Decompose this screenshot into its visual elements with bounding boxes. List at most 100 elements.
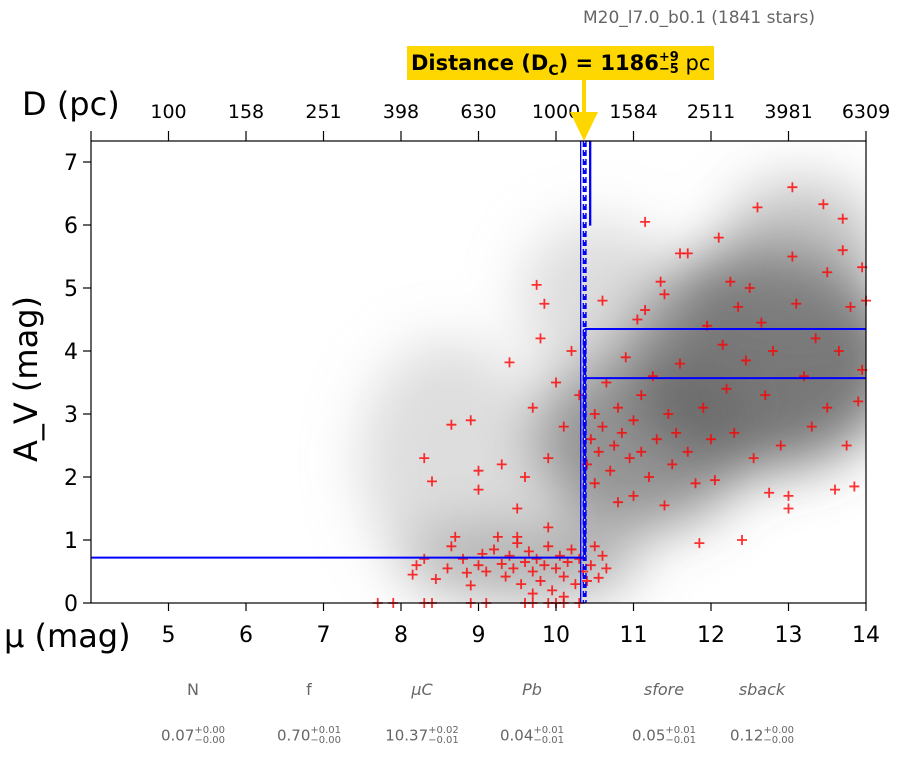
top-tick-label: 251 (305, 101, 341, 123)
data-point (446, 541, 457, 552)
data-point (717, 339, 728, 350)
data-point (566, 346, 577, 356)
data-point (651, 434, 662, 445)
data-point (783, 503, 794, 514)
param-err-minus: −0.00 (763, 735, 795, 746)
data-point (837, 245, 848, 256)
top-tick-label: 398 (383, 101, 419, 123)
data-point (624, 453, 635, 464)
data-point (558, 421, 569, 432)
param-value: 0.70 +0.01 −0.00 (254, 726, 364, 746)
param-err-plus: +0.02 (428, 725, 459, 736)
data-point (733, 301, 744, 312)
data-point (841, 440, 852, 451)
y-tick-label: 7 (64, 151, 78, 176)
y-tick-label: 6 (64, 214, 78, 239)
data-point (737, 535, 747, 545)
data-point (585, 560, 596, 571)
data-point (663, 409, 674, 419)
param-value-main: 0.12 (729, 726, 764, 745)
data-point (430, 574, 441, 585)
x-tick-label: 10 (542, 623, 570, 648)
param-value: 0.04 +0.01 −0.01 (477, 726, 587, 746)
data-point (411, 560, 422, 571)
data-point (508, 563, 519, 574)
data-point (407, 569, 418, 580)
data-point (783, 490, 794, 501)
data-point (458, 553, 468, 564)
data-point (597, 295, 608, 306)
param-value: 10.37 +0.02 −0.01 (367, 726, 477, 746)
data-point (531, 279, 542, 290)
data-point (849, 481, 860, 492)
param-err-minus: −0.00 (310, 735, 342, 746)
data-point (698, 402, 709, 413)
data-point (682, 248, 693, 259)
data-point (748, 453, 759, 464)
param-value: 0.07 +0.00 −0.00 (138, 726, 248, 746)
distance-banner: Distance (DC) = 1186 +9 −5 pc (407, 46, 715, 80)
data-point (628, 415, 639, 426)
data-point (729, 427, 740, 438)
y-tick-label: 1 (64, 529, 78, 554)
x-tick-label: 8 (394, 623, 408, 648)
data-point (690, 478, 701, 489)
x-tick-label: 12 (697, 623, 725, 648)
data-point (616, 427, 627, 438)
param-value-main: 0.04 (499, 726, 534, 745)
data-point (640, 305, 651, 316)
param-err-plus: +0.00 (763, 725, 795, 736)
param-err-minus: −0.01 (533, 735, 565, 746)
data-point (465, 415, 476, 426)
top-tick-label: 1000 (532, 101, 580, 123)
data-point (523, 546, 534, 557)
density-background (360, 180, 866, 600)
data-point (799, 371, 809, 382)
data-point (764, 487, 775, 498)
param-value-main: 0.07 (160, 726, 195, 745)
data-point (609, 440, 620, 451)
data-point (543, 522, 554, 533)
data-point (535, 575, 546, 586)
data-point (787, 251, 798, 262)
param-value-main: 0.05 (631, 726, 666, 745)
top-tick-label: 6309 (842, 101, 890, 123)
data-point (585, 434, 596, 445)
data-point (706, 434, 716, 445)
x-tick-label: 6 (239, 623, 253, 648)
data-point (531, 553, 542, 564)
data-point (605, 465, 616, 476)
chart-subtitle: M20_l7.0_b0.1 (1841 stars) (583, 8, 816, 28)
y-axis-label: A_V (mag) (7, 296, 45, 463)
data-point (810, 333, 821, 344)
data-point (636, 446, 647, 457)
param-err-plus: +0.01 (310, 725, 342, 736)
param-name: N (187, 680, 199, 699)
data-point (504, 357, 515, 368)
distance-histogram (580, 140, 592, 603)
data-point (527, 588, 538, 599)
param-value: 0.05 +0.01 −0.01 (609, 726, 719, 746)
data-point (492, 531, 503, 542)
data-point (574, 390, 585, 401)
param-value-main: 0.70 (276, 726, 311, 745)
data-point (752, 202, 763, 213)
x-axis-label: μ (mag) (4, 617, 131, 655)
data-point (636, 390, 647, 401)
data-point (473, 484, 484, 495)
data-point (558, 571, 569, 582)
data-point (427, 476, 437, 487)
data-point (818, 199, 829, 210)
data-point (527, 566, 538, 577)
data-point (713, 232, 724, 243)
data-point (744, 283, 755, 293)
top-tick-label: 630 (460, 101, 496, 123)
y-tick-label: 3 (64, 403, 78, 428)
data-point (601, 377, 612, 388)
top-tick-label: 100 (150, 101, 186, 123)
param-name: μC (411, 680, 433, 699)
top-tick-label: 2511 (687, 101, 735, 123)
data-point (504, 550, 515, 561)
data-point (593, 572, 604, 583)
